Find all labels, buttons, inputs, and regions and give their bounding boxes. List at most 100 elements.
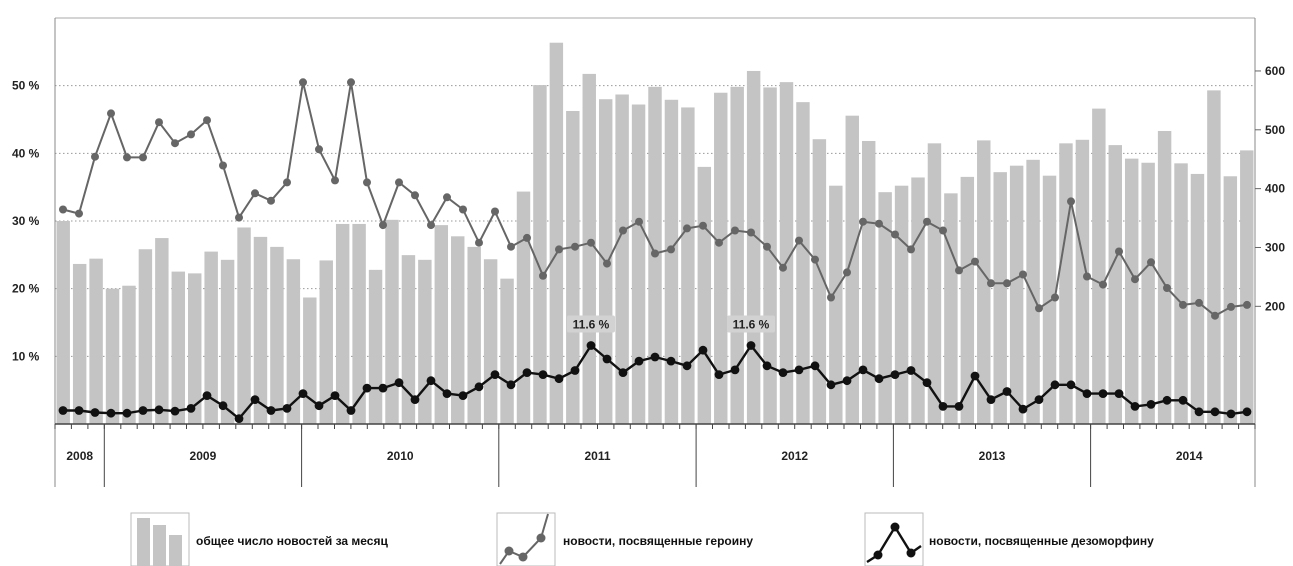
data-point bbox=[730, 365, 740, 375]
data-point bbox=[1115, 247, 1123, 256]
data-point bbox=[667, 245, 675, 254]
data-point bbox=[651, 249, 659, 258]
data-point bbox=[138, 406, 148, 415]
data-point bbox=[522, 368, 532, 377]
data-point bbox=[363, 178, 371, 187]
data-point bbox=[939, 226, 947, 235]
year-label: 2010 bbox=[387, 449, 414, 463]
bar bbox=[122, 285, 136, 424]
bar bbox=[1026, 159, 1040, 424]
line-heroin-news bbox=[59, 78, 1251, 320]
bar bbox=[105, 288, 120, 424]
left-tick-label: 30 % bbox=[12, 214, 40, 228]
data-point bbox=[90, 408, 100, 417]
left-tick-label: 50 % bbox=[12, 79, 40, 93]
bar bbox=[730, 86, 744, 424]
data-point bbox=[235, 213, 243, 222]
data-point bbox=[299, 78, 307, 87]
bar bbox=[960, 176, 975, 424]
data-point bbox=[202, 391, 212, 400]
bar bbox=[845, 115, 859, 425]
bar bbox=[927, 143, 942, 424]
callout-label: 11.6 % bbox=[573, 318, 610, 332]
data-point bbox=[507, 242, 515, 251]
bar bbox=[1108, 145, 1122, 424]
bar bbox=[237, 227, 251, 424]
bar bbox=[204, 251, 218, 424]
data-point bbox=[635, 217, 643, 226]
bar bbox=[335, 223, 350, 424]
data-point bbox=[698, 345, 708, 355]
data-point bbox=[795, 236, 803, 245]
data-point bbox=[923, 217, 931, 226]
bar bbox=[220, 259, 235, 424]
year-label: 2012 bbox=[781, 449, 808, 463]
data-point bbox=[763, 242, 771, 251]
legend-label-heroin: новости, посвященные героину bbox=[563, 534, 753, 548]
data-point bbox=[346, 406, 356, 415]
bar bbox=[483, 259, 498, 424]
year-label: 2008 bbox=[66, 449, 93, 463]
bar bbox=[418, 259, 432, 424]
left-tick-label: 40 % bbox=[12, 146, 40, 160]
bar bbox=[1240, 150, 1254, 424]
data-point bbox=[474, 382, 484, 392]
data-point bbox=[58, 406, 68, 415]
data-point bbox=[347, 78, 355, 87]
data-point bbox=[395, 178, 403, 187]
right-axis-ticks: 200 300 400 500 600 bbox=[1255, 64, 1285, 313]
data-point bbox=[330, 391, 340, 400]
data-point bbox=[602, 354, 612, 364]
bar bbox=[631, 104, 646, 424]
left-axis-ticks: 10 % 20 % 30 % 40 % 50 % bbox=[12, 79, 40, 364]
data-point bbox=[1050, 380, 1060, 390]
bar bbox=[664, 99, 679, 424]
data-point bbox=[890, 370, 900, 379]
bar bbox=[1190, 173, 1205, 424]
bar bbox=[582, 73, 596, 425]
data-point bbox=[1226, 409, 1236, 419]
bar bbox=[303, 297, 317, 424]
data-point bbox=[1146, 400, 1156, 409]
data-point bbox=[331, 176, 339, 185]
data-point bbox=[378, 383, 388, 393]
data-point bbox=[426, 376, 436, 386]
data-point bbox=[843, 268, 851, 277]
right-tick-label: 600 bbox=[1265, 64, 1285, 78]
data-point bbox=[1179, 300, 1187, 309]
year-label: 2011 bbox=[584, 449, 610, 463]
bar bbox=[368, 269, 383, 424]
data-point bbox=[1163, 284, 1171, 292]
data-point bbox=[666, 356, 676, 366]
data-point bbox=[875, 219, 883, 228]
data-point bbox=[634, 356, 644, 366]
bar bbox=[796, 102, 810, 424]
data-point bbox=[986, 395, 996, 404]
bars-total-news bbox=[56, 42, 1254, 425]
data-point bbox=[459, 205, 467, 214]
data-point bbox=[250, 395, 260, 404]
bar bbox=[894, 185, 909, 424]
data-point bbox=[506, 380, 516, 390]
data-point bbox=[491, 207, 499, 216]
bar bbox=[1141, 162, 1155, 424]
axes bbox=[54, 17, 1256, 487]
data-point bbox=[1067, 197, 1075, 206]
bar bbox=[56, 221, 70, 424]
data-point bbox=[539, 271, 547, 280]
data-point bbox=[586, 341, 596, 350]
legend-label-desomorphine: новости, посвященные дезоморфину bbox=[929, 534, 1154, 548]
callout-box bbox=[567, 315, 615, 333]
legend-item-heroin: новости, посвященные героину bbox=[496, 512, 753, 566]
bar bbox=[319, 260, 333, 424]
right-tick-label: 200 bbox=[1265, 299, 1285, 313]
data-point bbox=[794, 365, 804, 375]
bar bbox=[352, 223, 366, 424]
bar bbox=[1157, 130, 1172, 424]
data-point bbox=[810, 361, 820, 371]
data-point bbox=[1082, 389, 1092, 398]
bar bbox=[138, 249, 153, 424]
data-point bbox=[1211, 311, 1219, 320]
data-point bbox=[155, 118, 163, 127]
